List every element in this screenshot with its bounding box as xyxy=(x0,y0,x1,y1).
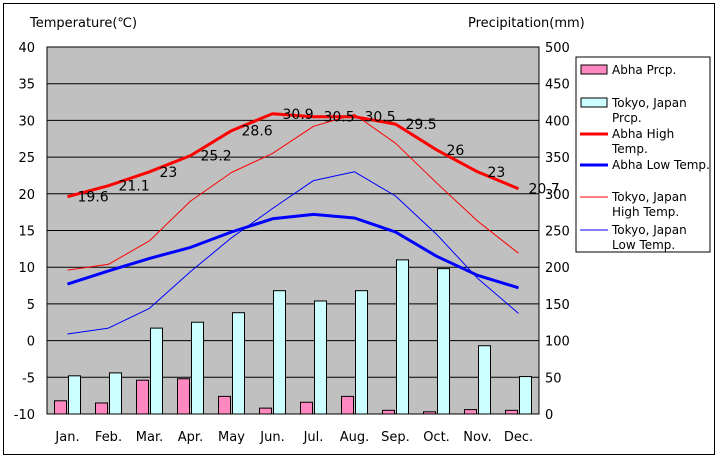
legend-box xyxy=(575,56,711,253)
y-right-tick-label: 300 xyxy=(545,188,570,203)
bar-tokyo-japan-prcp- xyxy=(273,290,286,415)
x-tick-label: Dec. xyxy=(504,430,533,445)
bar-tokyo-japan-prcp- xyxy=(519,376,532,415)
line-abha-low-temp- xyxy=(67,212,519,290)
y-right-tick-label: 450 xyxy=(545,78,570,93)
bar-tokyo-japan-prcp- xyxy=(396,259,409,415)
data-label: 25.2 xyxy=(201,149,232,165)
bar-tokyo-japan-prcp- xyxy=(68,375,81,415)
y-left-tick-label: 30 xyxy=(18,114,35,129)
x-tick-label: Apr. xyxy=(178,430,203,445)
data-label: 21.1 xyxy=(119,179,150,195)
bar-abha-prcp- xyxy=(177,378,190,415)
bar-abha-prcp- xyxy=(423,411,436,415)
legend-entry: High Temp. xyxy=(612,205,679,219)
y-left-tick-label: 25 xyxy=(18,151,35,166)
legend-entry: Prcp. xyxy=(612,111,642,125)
x-tick-label: Jun. xyxy=(259,430,284,445)
data-label: 19.6 xyxy=(78,190,109,206)
bar-tokyo-japan-prcp- xyxy=(150,327,163,415)
data-label: 20.7 xyxy=(529,182,560,198)
x-tick-label: Jan. xyxy=(54,430,79,445)
y-left-tick-label: 5 xyxy=(27,298,35,313)
y-left-axis-label: Temperature(℃) xyxy=(29,16,137,31)
bar-abha-prcp- xyxy=(54,400,67,415)
legend-entry: Abha Low Temp. xyxy=(612,158,710,172)
data-label: 28.6 xyxy=(242,124,273,140)
legend-swatch xyxy=(580,97,608,108)
bar-tokyo-japan-prcp- xyxy=(437,268,450,415)
legend-entry: Tokyo, Japan xyxy=(611,96,687,110)
y-left-tick-label: 10 xyxy=(18,261,35,276)
x-tick-label: Nov. xyxy=(463,430,492,445)
legend-entry: Tokyo, Japan xyxy=(611,190,687,204)
y-left-tick-label: 15 xyxy=(18,225,35,240)
y-right-tick-label: 400 xyxy=(545,114,570,129)
bar-abha-prcp- xyxy=(300,401,313,415)
bar-abha-prcp- xyxy=(341,395,354,415)
data-label: 30.9 xyxy=(283,107,314,123)
y-right-axis-label: Precipitation(mm) xyxy=(468,16,585,31)
y-left-tick-label: 0 xyxy=(27,335,35,350)
bar-tokyo-japan-prcp- xyxy=(232,312,245,415)
legend-swatch xyxy=(580,64,608,75)
bar-abha-prcp- xyxy=(218,395,231,415)
y-left-tick-label: 40 xyxy=(18,41,35,56)
data-label: 23 xyxy=(160,165,178,181)
legend-entry: Low Temp. xyxy=(612,238,675,252)
legend-entry: Temp. xyxy=(611,142,648,156)
x-tick-label: Aug. xyxy=(340,430,370,445)
y-right-tick-label: 350 xyxy=(545,151,570,166)
line-abha-high-temp- xyxy=(67,112,520,199)
y-right-tick-label: 100 xyxy=(545,335,570,350)
y-right-tick-label: 150 xyxy=(545,298,570,313)
line-tokyo-japan-low-temp- xyxy=(67,171,519,335)
data-label: 30.5 xyxy=(365,110,396,126)
bar-tokyo-japan-prcp- xyxy=(355,290,368,415)
x-tick-label: Feb. xyxy=(95,430,122,445)
bar-tokyo-japan-prcp- xyxy=(191,321,204,415)
x-tick-label: Oct. xyxy=(423,430,450,445)
bar-abha-prcp- xyxy=(95,402,108,415)
bar-abha-prcp- xyxy=(136,379,149,415)
legend-entry: Abha High xyxy=(612,127,674,141)
y-right-tick-label: 0 xyxy=(545,408,553,423)
y-left-tick-label: -10 xyxy=(14,408,35,423)
x-tick-label: Jul. xyxy=(303,430,324,445)
bar-tokyo-japan-prcp- xyxy=(109,372,122,415)
line-tokyo-japan-high-temp- xyxy=(67,114,519,271)
y-left-tick-label: 20 xyxy=(18,188,35,203)
legend-entry: Tokyo, Japan xyxy=(611,223,687,237)
y-right-tick-label: 50 xyxy=(545,371,562,386)
y-right-tick-label: 250 xyxy=(545,225,570,240)
x-tick-label: May xyxy=(218,430,245,445)
data-label: 23 xyxy=(488,165,506,181)
x-tick-label: Mar. xyxy=(136,430,163,445)
bar-tokyo-japan-prcp- xyxy=(478,345,491,415)
bar-abha-prcp- xyxy=(464,409,477,415)
data-label: 26 xyxy=(447,143,465,159)
bar-abha-prcp- xyxy=(505,409,518,415)
data-label: 30.5 xyxy=(324,110,355,126)
bar-abha-prcp- xyxy=(259,407,272,415)
y-left-tick-label: -5 xyxy=(22,371,35,386)
bar-tokyo-japan-prcp- xyxy=(314,300,327,415)
x-tick-label: Sep. xyxy=(381,430,410,445)
y-right-tick-label: 500 xyxy=(545,41,570,56)
y-right-tick-label: 200 xyxy=(545,261,570,276)
data-label: 29.5 xyxy=(406,117,437,133)
legend-entry: Abha Prcp. xyxy=(612,63,676,77)
y-left-tick-label: 35 xyxy=(18,78,35,93)
bar-abha-prcp- xyxy=(382,409,395,415)
